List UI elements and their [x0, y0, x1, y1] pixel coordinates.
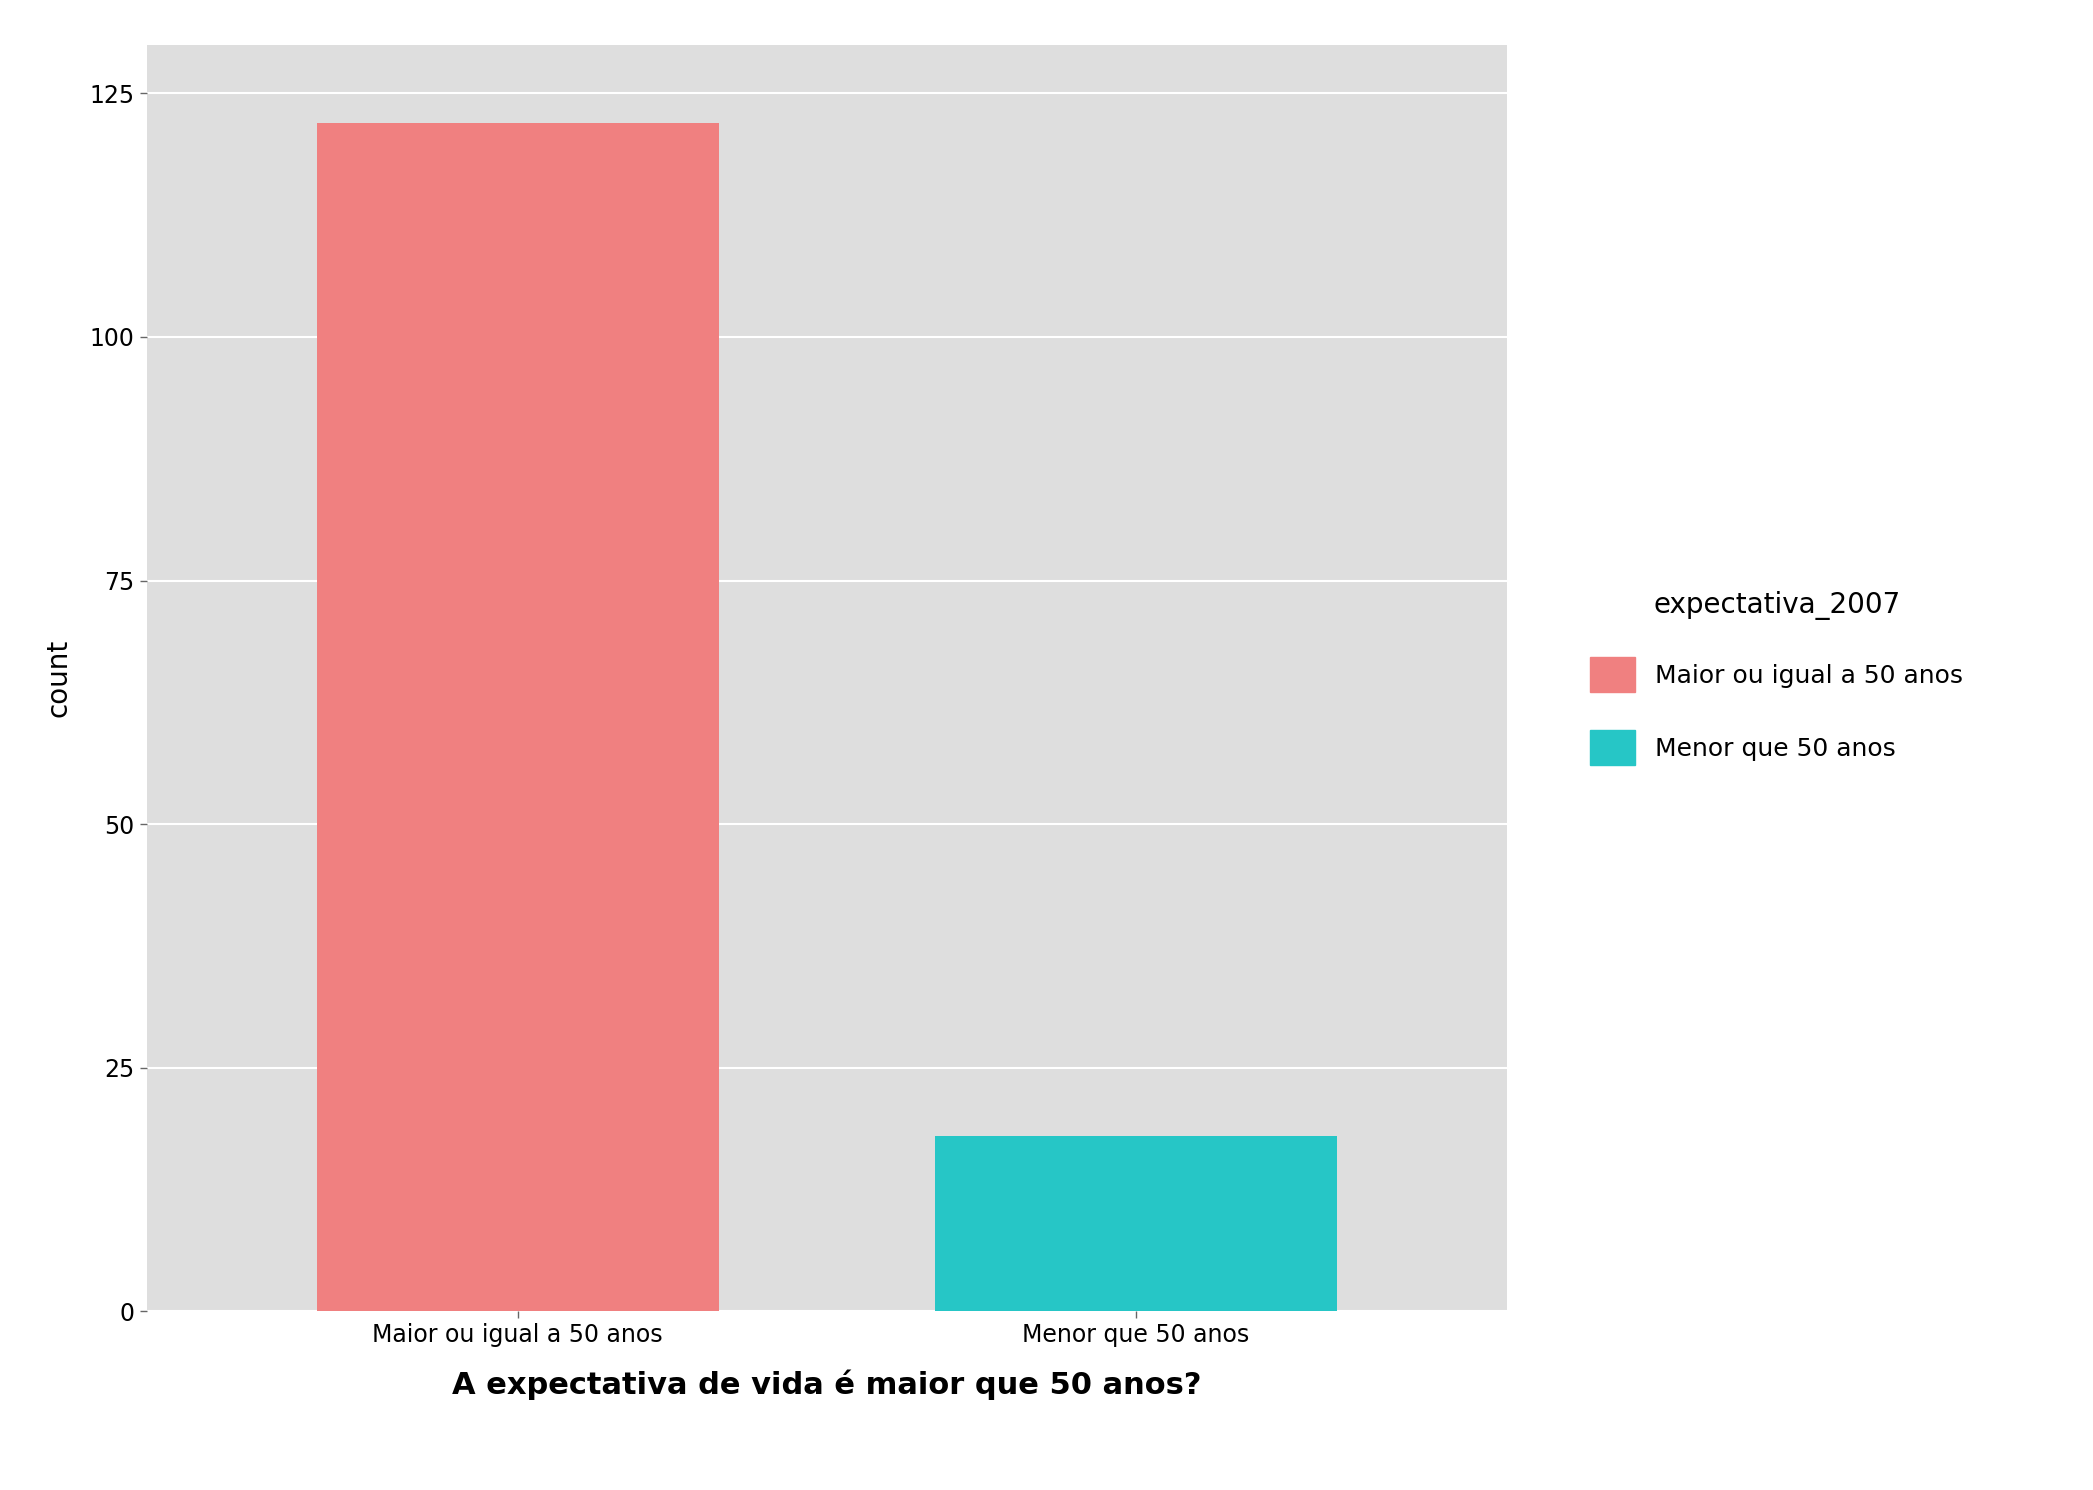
Bar — [316, 122, 718, 1311]
Bar — [936, 1135, 1337, 1311]
Y-axis label: count: count — [44, 639, 73, 717]
Legend: Maior ou igual a 50 anos, Menor que 50 anos: Maior ou igual a 50 anos, Menor que 50 a… — [1559, 560, 1993, 796]
X-axis label: A expectativa de vida é maior que 50 anos?: A expectativa de vida é maior que 50 ano… — [452, 1369, 1201, 1399]
